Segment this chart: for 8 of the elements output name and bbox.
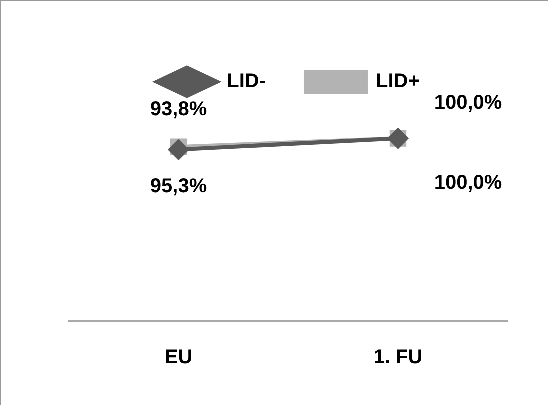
legend-label: LID+ xyxy=(376,70,420,93)
data-label: 95,3% xyxy=(150,176,208,198)
x-tick-label: EU xyxy=(164,346,193,369)
data-label: 100,0% xyxy=(434,92,502,114)
legend-label: LID- xyxy=(227,70,266,93)
data-label: 93,8% xyxy=(150,98,208,120)
x-tick-label: 1. FU xyxy=(374,346,423,369)
data-label: 100,0% xyxy=(434,172,502,194)
